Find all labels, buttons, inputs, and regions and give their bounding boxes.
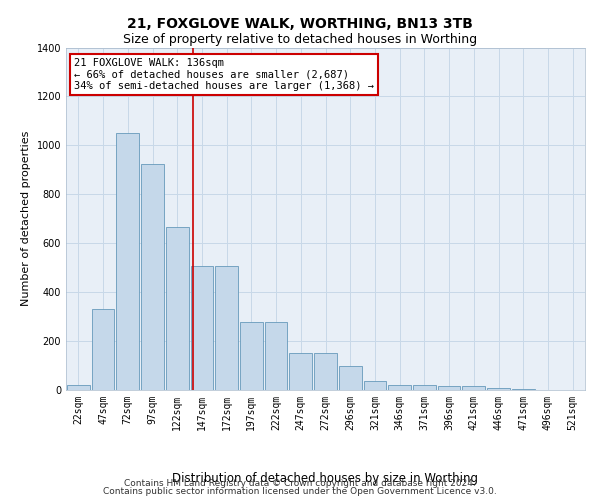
Text: Contains HM Land Registry data © Crown copyright and database right 2024.: Contains HM Land Registry data © Crown c… — [124, 478, 476, 488]
Text: Contains public sector information licensed under the Open Government Licence v3: Contains public sector information licen… — [103, 487, 497, 496]
Bar — [314, 354, 337, 390]
Bar — [166, 228, 188, 390]
Bar — [215, 266, 238, 390]
Bar — [116, 133, 139, 390]
Bar — [191, 266, 213, 390]
Bar — [364, 382, 386, 390]
Bar — [67, 385, 90, 390]
Bar — [463, 386, 485, 390]
Bar — [289, 354, 312, 390]
Text: Size of property relative to detached houses in Worthing: Size of property relative to detached ho… — [123, 32, 477, 46]
Bar — [92, 310, 115, 390]
Bar — [413, 385, 436, 390]
X-axis label: Distribution of detached houses by size in Worthing: Distribution of detached houses by size … — [173, 472, 479, 485]
Bar — [512, 389, 535, 390]
Bar — [388, 385, 411, 390]
Bar — [141, 164, 164, 390]
Text: 21 FOXGLOVE WALK: 136sqm
← 66% of detached houses are smaller (2,687)
34% of sem: 21 FOXGLOVE WALK: 136sqm ← 66% of detach… — [74, 58, 374, 91]
Bar — [240, 322, 263, 390]
Bar — [265, 322, 287, 390]
Bar — [438, 386, 460, 390]
Y-axis label: Number of detached properties: Number of detached properties — [21, 131, 31, 306]
Bar — [339, 366, 362, 390]
Bar — [487, 388, 510, 390]
Text: 21, FOXGLOVE WALK, WORTHING, BN13 3TB: 21, FOXGLOVE WALK, WORTHING, BN13 3TB — [127, 18, 473, 32]
